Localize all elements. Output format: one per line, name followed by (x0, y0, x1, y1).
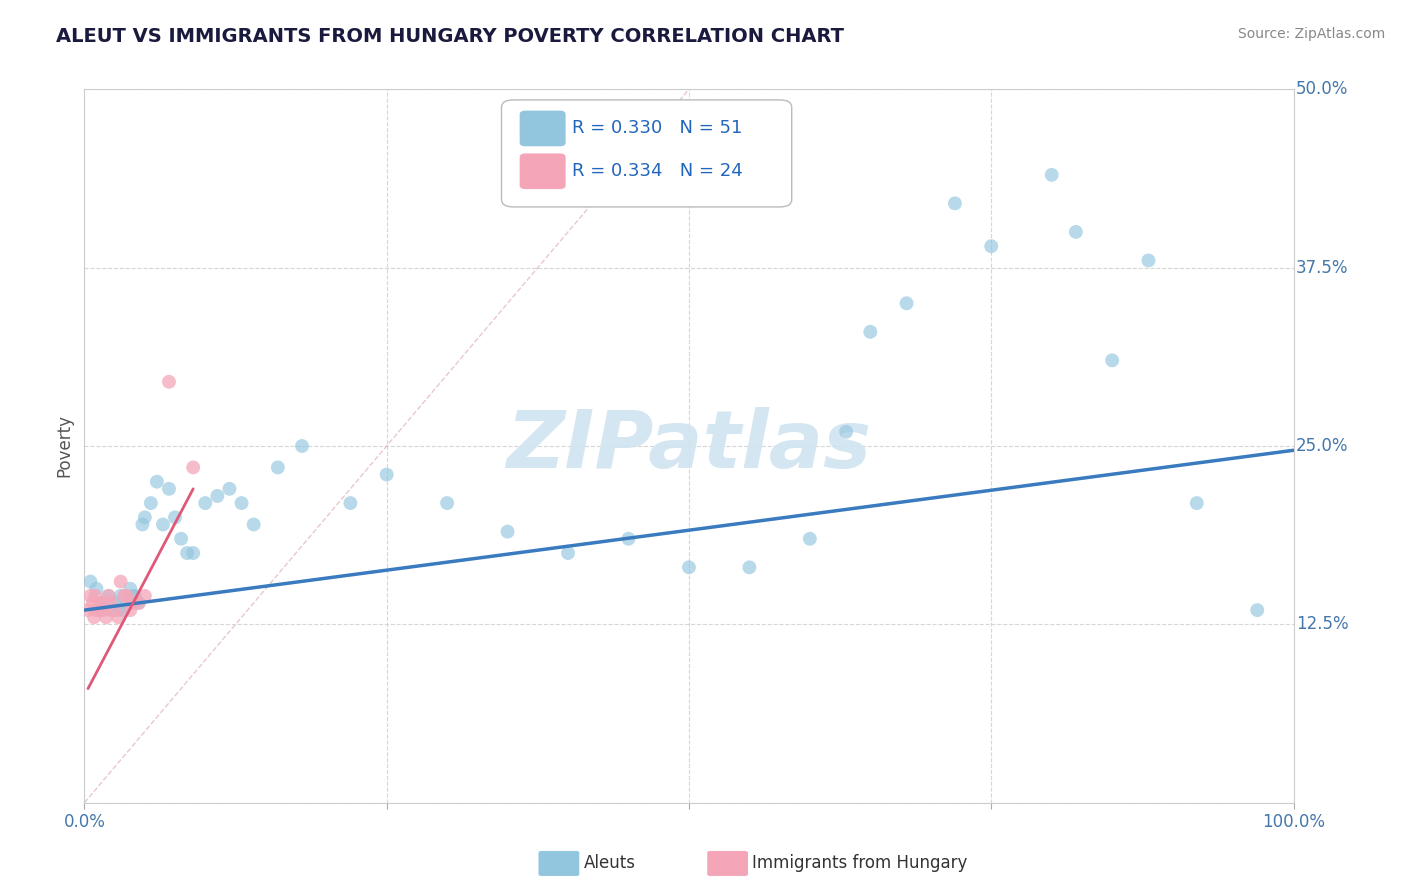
Point (94, 610, 117, 624)
Point (115, 589, 138, 603)
Point (89, 603, 111, 617)
Point (339, 496, 361, 510)
Point (104, 603, 127, 617)
Point (194, 496, 217, 510)
Point (617, 532, 640, 546)
Point (77, 603, 100, 617)
Point (82, 596, 104, 610)
Point (165, 510, 187, 524)
Text: 37.5%: 37.5% (1296, 259, 1348, 277)
Point (980, 239, 1002, 253)
Point (100, 603, 122, 617)
Point (110, 589, 132, 603)
Point (738, 560, 761, 574)
Point (146, 475, 169, 489)
Point (124, 589, 146, 603)
Y-axis label: Poverty: Poverty (55, 415, 73, 477)
FancyBboxPatch shape (520, 111, 565, 146)
Point (134, 589, 156, 603)
Point (86, 603, 108, 617)
Point (134, 510, 156, 524)
Point (1040, 168, 1063, 182)
Point (181, 546, 204, 560)
Point (79, 589, 101, 603)
Point (496, 524, 519, 539)
Point (375, 467, 398, 482)
Point (176, 546, 198, 560)
Point (157, 482, 180, 496)
Point (678, 560, 700, 574)
Point (207, 489, 229, 503)
Point (242, 517, 264, 532)
Text: 12.5%: 12.5% (1296, 615, 1348, 633)
Point (112, 603, 135, 617)
Point (1101, 353, 1123, 368)
Point (799, 532, 821, 546)
Point (267, 460, 290, 475)
Point (121, 589, 143, 603)
Text: 25.0%: 25.0% (1296, 437, 1348, 455)
Point (104, 596, 127, 610)
Text: ALEUT VS IMMIGRANTS FROM HUNGARY POVERTY CORRELATION CHART: ALEUT VS IMMIGRANTS FROM HUNGARY POVERTY… (56, 27, 844, 45)
Point (100, 596, 122, 610)
Point (170, 532, 193, 546)
Point (1185, 496, 1208, 510)
Point (835, 425, 858, 439)
Point (87, 596, 110, 610)
Point (115, 596, 138, 610)
Point (131, 517, 153, 532)
Point (291, 439, 314, 453)
Point (1064, 225, 1087, 239)
Point (107, 610, 129, 624)
Point (1137, 253, 1160, 268)
Point (110, 574, 132, 589)
Point (436, 496, 458, 510)
Text: R = 0.330   N = 51: R = 0.330 N = 51 (572, 120, 742, 137)
Point (84, 589, 107, 603)
Text: ZIPatlas: ZIPatlas (506, 407, 872, 485)
FancyBboxPatch shape (502, 100, 792, 207)
Point (139, 496, 162, 510)
Point (91, 596, 114, 610)
Point (231, 496, 253, 510)
Point (93, 603, 115, 617)
Point (128, 596, 150, 610)
Point (943, 196, 966, 211)
Point (86, 582, 108, 596)
Point (1246, 603, 1268, 617)
Point (121, 596, 143, 610)
Point (107, 603, 129, 617)
Text: R = 0.334   N = 24: R = 0.334 N = 24 (572, 162, 742, 180)
Point (97, 589, 120, 603)
Point (91, 596, 114, 610)
Point (79, 574, 101, 589)
Text: Aleuts: Aleuts (583, 855, 636, 872)
Point (112, 589, 135, 603)
Point (120, 582, 142, 596)
Text: 50.0%: 50.0% (1296, 80, 1348, 98)
FancyBboxPatch shape (520, 153, 565, 189)
Point (896, 296, 918, 310)
Point (859, 325, 882, 339)
Point (557, 546, 579, 560)
Point (157, 375, 180, 389)
Point (83, 610, 105, 624)
Point (181, 460, 204, 475)
Point (128, 596, 150, 610)
Point (97, 589, 120, 603)
Point (120, 603, 142, 617)
Point (152, 517, 174, 532)
Point (218, 482, 240, 496)
Text: Immigrants from Hungary: Immigrants from Hungary (752, 855, 967, 872)
Text: Source: ZipAtlas.com: Source: ZipAtlas.com (1237, 27, 1385, 41)
